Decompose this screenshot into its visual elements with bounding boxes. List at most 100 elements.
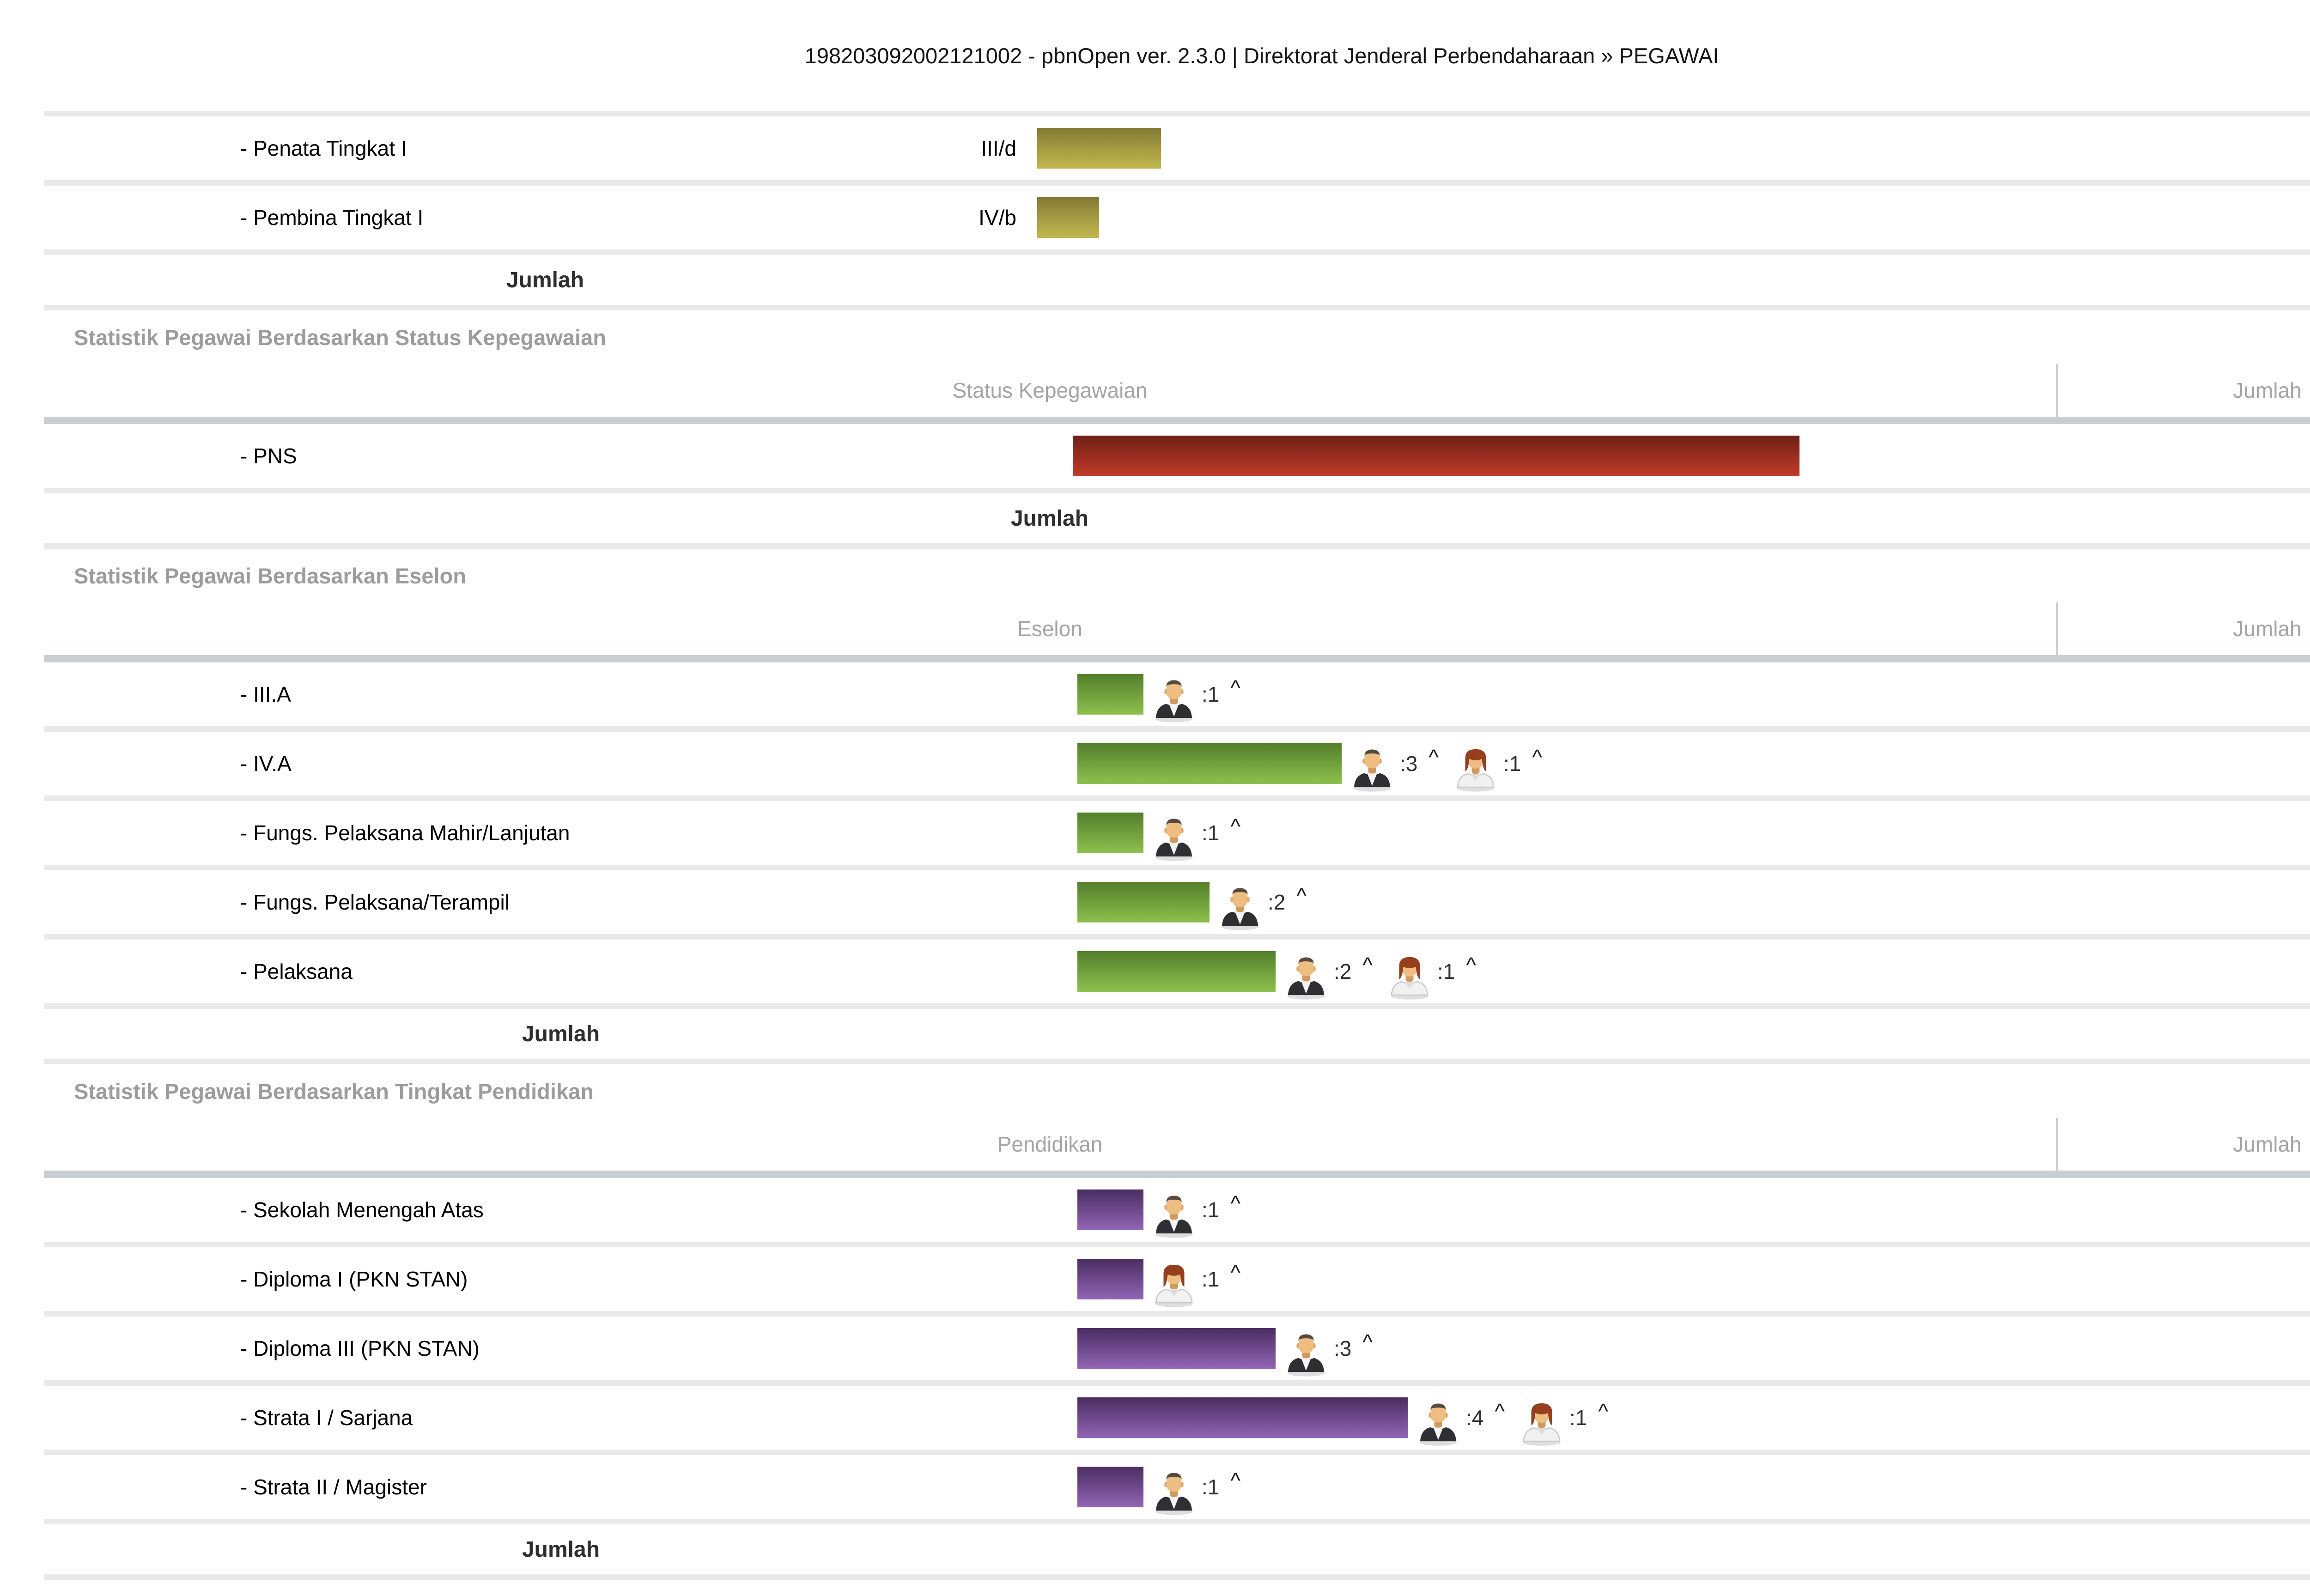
gender-count-group: :1 ^ — [1151, 671, 1240, 722]
purple-bar — [1077, 1259, 1143, 1299]
bar-area: :1 ^ — [1077, 1178, 1247, 1242]
caret-link[interactable]: ^ — [1532, 745, 1542, 769]
male-user-icon — [1221, 888, 1259, 930]
section-tingkat-pendidikan: Statistik Pegawai Berdasarkan Tingkat Pe… — [0, 1064, 2310, 1580]
gender-count-group: :4 ^ — [1415, 1395, 1505, 1446]
row-divider — [44, 180, 2310, 186]
row-divider — [44, 865, 2310, 870]
bar-area: :2 ^ — [1077, 870, 1313, 934]
row-divider — [44, 1519, 2310, 1524]
red-bar — [1073, 436, 1799, 476]
purple-bar — [1077, 1328, 1276, 1369]
male-user-icon — [1155, 680, 1193, 722]
female-user-icon — [1155, 1264, 1193, 1307]
bar-area — [1037, 186, 1099, 249]
bar-area: :3 ^ :1 ^ — [1077, 732, 1549, 795]
row-divider — [44, 305, 2310, 310]
total-row: Jumlah11 orang — [0, 1524, 2310, 1574]
row-divider — [44, 488, 2310, 493]
purple-bar — [1077, 1467, 1143, 1507]
row-divider — [44, 1450, 2310, 1455]
table-row: - Pembina Tingkat IIV/b1 orang — [0, 186, 2310, 249]
total-row: Jumlah11 orang — [0, 1009, 2310, 1059]
row-divider — [44, 1059, 2310, 1064]
male-count: :1 — [1202, 1475, 1220, 1499]
gender-count-group: :1 ^ — [1151, 1256, 1240, 1307]
bar-area — [1073, 424, 1799, 488]
golongan-code: III/d — [981, 136, 1016, 160]
section-title-row: Statistik Pegawai Berdasarkan Status Kep… — [0, 310, 2310, 364]
caret-link[interactable]: ^ — [1362, 1330, 1373, 1354]
table-row: - Diploma III (PKN STAN):3^3 orang — [0, 1317, 2310, 1380]
female-count: :1 — [1437, 959, 1455, 983]
section-title: Statistik Pegawai Berdasarkan Tingkat Pe… — [74, 1079, 594, 1104]
male-user-icon — [1353, 749, 1391, 792]
female-count: :1 — [1503, 752, 1521, 776]
purple-bar — [1077, 1397, 1408, 1438]
male-count: :2 — [1268, 890, 1286, 914]
row-label: - Sekolah Menengah Atas — [240, 1198, 484, 1222]
row-label: - Fungs. Pelaksana Mahir/Lanjutan — [240, 821, 570, 845]
section-title: Statistik Pegawai Berdasarkan Eselon — [74, 563, 466, 588]
caret-link[interactable]: ^ — [1230, 1191, 1240, 1215]
table-row: - PNS11 orang — [0, 424, 2310, 488]
female-count: :1 — [1569, 1406, 1587, 1430]
female-user-icon — [1457, 749, 1495, 792]
column-header-row: Pendidikan Jumlah — [0, 1118, 2310, 1171]
male-count: :3 — [1400, 752, 1418, 776]
gender-count-group: :3 ^ — [1349, 740, 1439, 792]
section-title-row: Statistik Pegawai Berdasarkan Eselon — [0, 549, 2310, 602]
gender-count-group: :1 ^ — [1151, 1464, 1240, 1515]
row-label: - Fungs. Pelaksana/Terampil — [240, 890, 510, 914]
caret-link[interactable]: ^ — [1230, 1261, 1240, 1285]
row-divider — [44, 934, 2310, 940]
male-user-icon — [1287, 957, 1325, 1000]
page-title: 198203092002121002 - pbnOpen ver. 2.3.0 … — [804, 43, 1719, 68]
table-row: - Strata I / Sarjana:4^:1^5 orang — [0, 1386, 2310, 1450]
gender-count-group: :1 ^ — [1151, 1187, 1240, 1238]
green-bar — [1077, 882, 1210, 922]
caret-link[interactable]: ^ — [1296, 884, 1307, 908]
table-row: - Strata II / Magister:1^1 orang — [0, 1455, 2310, 1519]
caret-link[interactable]: ^ — [1230, 1469, 1240, 1493]
caret-link[interactable]: ^ — [1429, 745, 1439, 769]
olive-bar — [1037, 197, 1099, 238]
total-row: Jumlah11 orang — [0, 255, 2310, 305]
row-label: - Strata I / Sarjana — [240, 1406, 413, 1430]
caret-link[interactable]: ^ — [1230, 814, 1240, 838]
gender-count-group: :3 ^ — [1283, 1325, 1373, 1377]
header-divider — [44, 655, 2310, 662]
caret-link[interactable]: ^ — [1466, 953, 1476, 977]
caret-link[interactable]: ^ — [1230, 676, 1240, 700]
row-label: - IV.A — [240, 752, 292, 776]
section-status-kepegawaian: Statistik Pegawai Berdasarkan Status Kep… — [0, 310, 2310, 549]
caret-link[interactable]: ^ — [1495, 1399, 1505, 1423]
divider — [44, 111, 2310, 116]
column-header-row: Eselon Jumlah — [0, 602, 2310, 655]
male-count: :2 — [1334, 959, 1352, 983]
row-label: - Strata II / Magister — [240, 1475, 427, 1499]
gender-count-group: :1 ^ — [1519, 1395, 1608, 1446]
table-row: - Fungs. Pelaksana/Terampil:2^2 orang — [0, 870, 2310, 934]
caret-link[interactable]: ^ — [1598, 1399, 1608, 1423]
bar-area: :3 ^ — [1077, 1317, 1379, 1380]
total-row: Jumlah11 orang — [0, 493, 2310, 543]
row-label: - Penata Tingkat I — [240, 136, 407, 160]
green-bar — [1077, 743, 1342, 784]
bar-area: :1 ^ — [1077, 1247, 1247, 1311]
male-count: :3 — [1334, 1336, 1352, 1360]
section-title-row: Statistik Pegawai Berdasarkan Tingkat Pe… — [0, 1064, 2310, 1118]
total-label: Jumlah — [522, 1021, 600, 1046]
row-divider — [44, 1003, 2310, 1009]
row-divider — [44, 1574, 2310, 1580]
table-row: - Pelaksana:2^:1^3 orang — [0, 940, 2310, 1003]
column-header-row: Status Kepegawaian Jumlah — [0, 364, 2310, 417]
caret-link[interactable]: ^ — [1362, 953, 1373, 977]
row-divider — [44, 795, 2310, 801]
gender-count-group: :2 ^ — [1283, 948, 1373, 1000]
male-user-icon — [1155, 1195, 1193, 1238]
green-bar — [1077, 951, 1276, 992]
